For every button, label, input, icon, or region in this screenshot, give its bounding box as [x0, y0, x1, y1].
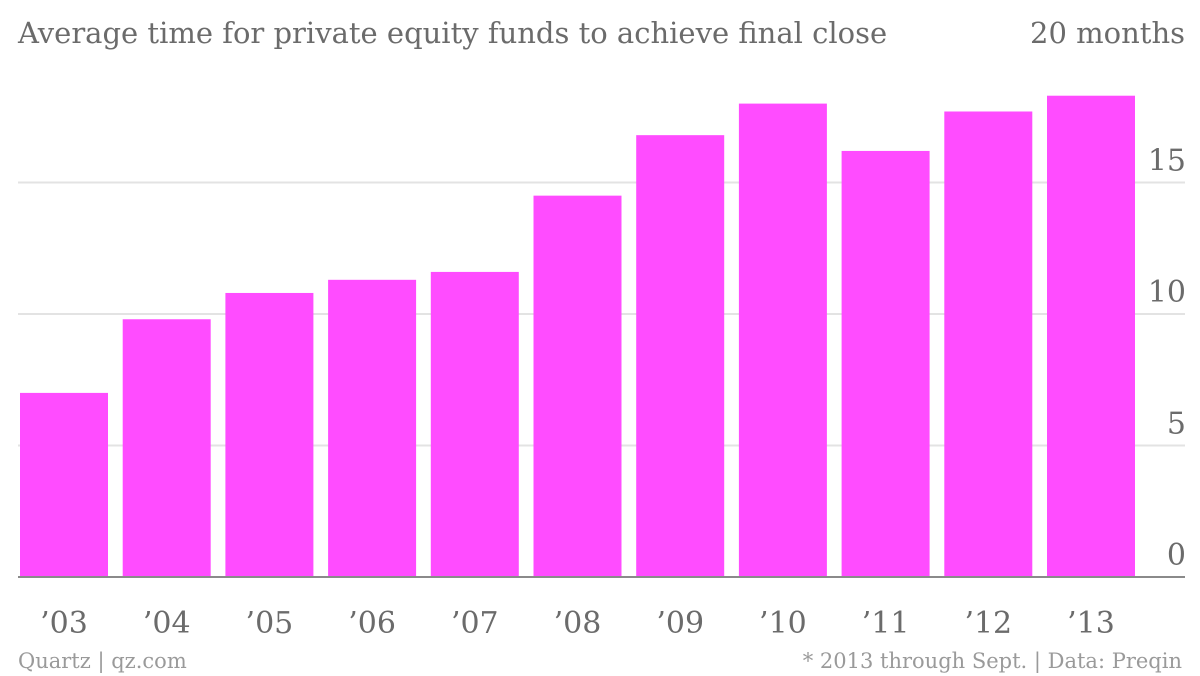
bar [328, 279, 417, 577]
x-tick-label: ’05 [246, 606, 294, 641]
bar [944, 111, 1033, 578]
bar [636, 135, 725, 577]
bar [20, 392, 108, 577]
bar [738, 103, 827, 577]
x-tick-label: ’11 [862, 606, 910, 641]
y-tick-label: 15 [1148, 144, 1186, 179]
x-tick-label: ’06 [348, 606, 396, 641]
x-tick-label: ’07 [451, 606, 499, 641]
x-tick-label: ’08 [554, 606, 602, 641]
bar [430, 271, 519, 577]
chart-title: Average time for private equity funds to… [17, 16, 887, 50]
x-tick-label: ’04 [143, 606, 191, 641]
bar [225, 292, 314, 577]
bar [841, 150, 930, 577]
x-tick-label: ’13 [1067, 606, 1115, 641]
x-tick-label: ’03 [40, 606, 88, 641]
footer-note: * 2013 through Sept. | Data: Preqin [803, 649, 1182, 674]
y-axis-ticks: 0 5 10 15 [1148, 144, 1186, 574]
y-axis-top-label: 20 months [1030, 16, 1185, 50]
bar [533, 195, 622, 577]
bar [1047, 95, 1135, 578]
x-tick-label: ’10 [759, 606, 807, 641]
x-tick-label: ’09 [656, 606, 704, 641]
y-tick-label: 0 [1167, 538, 1186, 573]
x-axis-ticks: ’03 ’04 ’05 ’06 ’07 ’08 ’09 ’10 ’11 ’12 ’13 [40, 606, 1115, 641]
x-tick-label: ’12 [964, 606, 1012, 641]
y-tick-label: 10 [1148, 275, 1186, 310]
bar [122, 319, 211, 577]
y-tick-label: 5 [1167, 407, 1186, 442]
footer-source: Quartz | qz.com [18, 649, 187, 674]
bars [20, 95, 1135, 578]
